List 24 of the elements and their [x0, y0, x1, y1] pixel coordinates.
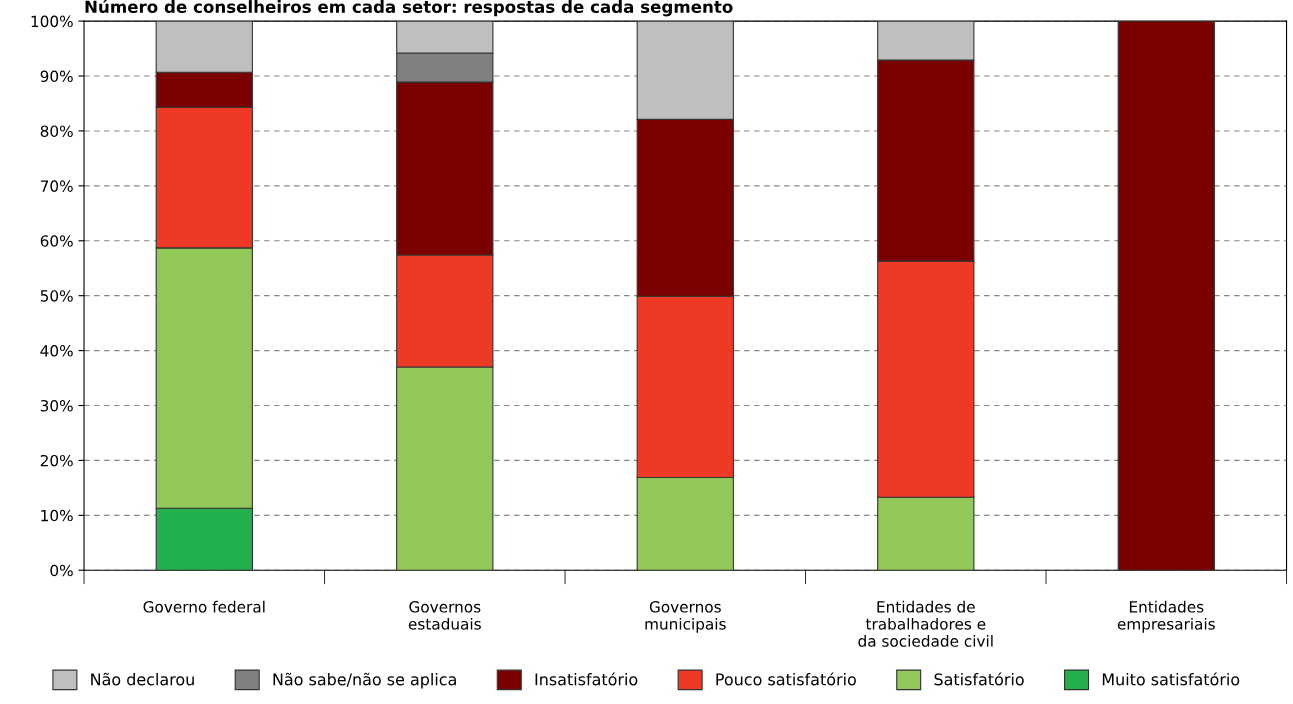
- legend-label: Não sabe/não se aplica: [273, 672, 456, 689]
- y-tick-label: 100%: [31, 15, 73, 28]
- x-tick-label: Entidades empresariais: [1117, 600, 1215, 633]
- y-tick-label: 20%: [40, 454, 73, 467]
- x-tick-label: Governos municipais: [645, 601, 726, 633]
- y-tick-label: 70%: [40, 180, 73, 192]
- legend-label: Não declarou: [91, 672, 194, 686]
- x-tick-label: Governos estaduais: [408, 601, 481, 630]
- y-tick-label: 30%: [40, 399, 73, 412]
- y-tick-label: 90%: [40, 70, 73, 83]
- y-tick-label: 10%: [41, 509, 73, 522]
- y-tick-label: 0%: [50, 564, 73, 577]
- legend-label: Satisfatório: [934, 672, 1024, 686]
- chart-title: Número de conselheiros em cada setor: respostas de cada segmento: [85, 0, 733, 17]
- bar: [1117, 21, 1215, 571]
- legend-label: Pouco satisfatório: [716, 672, 856, 686]
- y-tick-label: 80%: [40, 125, 73, 137]
- y-tick-label: 40%: [40, 345, 73, 357]
- x-tick-label: Entidades de trabalhadores e da sociedade civil: [858, 600, 993, 647]
- y-tick-label: 50%: [40, 290, 73, 302]
- legend-label: Insatisfatório: [535, 672, 638, 686]
- y-tick-label: 60%: [40, 235, 73, 247]
- x-tick-label: Governo federal: [143, 600, 265, 613]
- legend-label: Muito satisfatório: [1102, 672, 1240, 686]
